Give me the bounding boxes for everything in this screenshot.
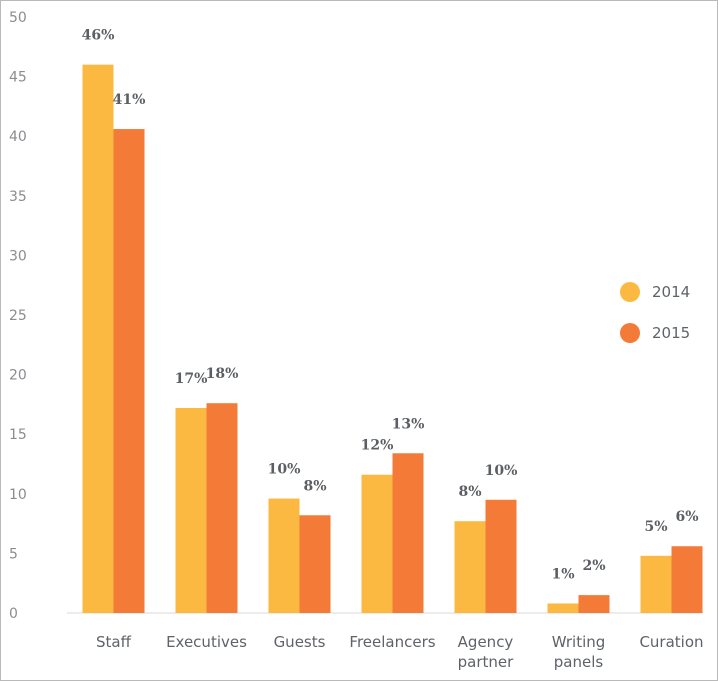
y-tick-label: 30	[9, 248, 27, 264]
category-label: Guests	[274, 633, 326, 651]
data-label: 17%	[175, 371, 208, 387]
bar-2015-2	[299, 515, 331, 613]
legend-marker-2015	[620, 323, 640, 343]
bar-2014-4	[454, 521, 486, 613]
legend-label-2015: 2015	[652, 324, 690, 342]
data-label: 1%	[551, 566, 574, 582]
y-tick-label: 0	[9, 606, 18, 622]
category-label: Executives	[166, 633, 247, 651]
bar-2014-3	[361, 474, 393, 613]
category-label: Agency	[458, 633, 514, 651]
category-label: Freelancers	[349, 633, 435, 651]
bar-2014-6	[640, 555, 672, 613]
category-label: Curation	[639, 633, 703, 651]
bar-2015-0	[113, 129, 145, 613]
y-tick-label: 5	[9, 546, 18, 562]
data-label: 12%	[361, 438, 394, 454]
y-tick-label: 35	[9, 189, 27, 205]
data-label: 41%	[113, 92, 146, 108]
y-tick-label: 15	[9, 427, 27, 443]
y-tick-label: 25	[9, 308, 27, 324]
y-tick-label: 50	[9, 10, 27, 26]
bar-2015-1	[206, 403, 238, 613]
category-label: Writing	[552, 633, 606, 651]
data-label: 10%	[485, 463, 518, 479]
bar-2015-4	[485, 499, 517, 613]
data-label: 2%	[582, 558, 605, 574]
data-label: 13%	[392, 416, 425, 432]
legend-label-2014: 2014	[652, 283, 690, 301]
data-label: 6%	[675, 509, 698, 525]
data-label: 10%	[268, 462, 301, 478]
data-label: 18%	[206, 366, 239, 382]
bar-2014-0	[82, 64, 114, 614]
bar-2015-6	[671, 546, 703, 613]
y-tick-label: 10	[9, 487, 27, 503]
data-label: 46%	[82, 28, 115, 44]
bar-2014-1	[175, 407, 207, 613]
legend-marker-2014	[620, 282, 640, 302]
bar-2015-3	[392, 453, 424, 613]
data-label: 8%	[303, 478, 326, 494]
bar-2014-5	[547, 603, 579, 613]
category-label: panels	[554, 653, 604, 671]
data-label: 5%	[644, 519, 667, 535]
bar-2015-5	[578, 595, 610, 613]
category-label: Staff	[96, 633, 132, 651]
bar-2014-2	[268, 498, 300, 613]
category-label: partner	[458, 653, 514, 671]
data-label: 8%	[458, 484, 481, 500]
y-tick-label: 40	[9, 129, 27, 145]
y-tick-label: 45	[9, 70, 27, 86]
y-tick-label: 20	[9, 368, 27, 384]
